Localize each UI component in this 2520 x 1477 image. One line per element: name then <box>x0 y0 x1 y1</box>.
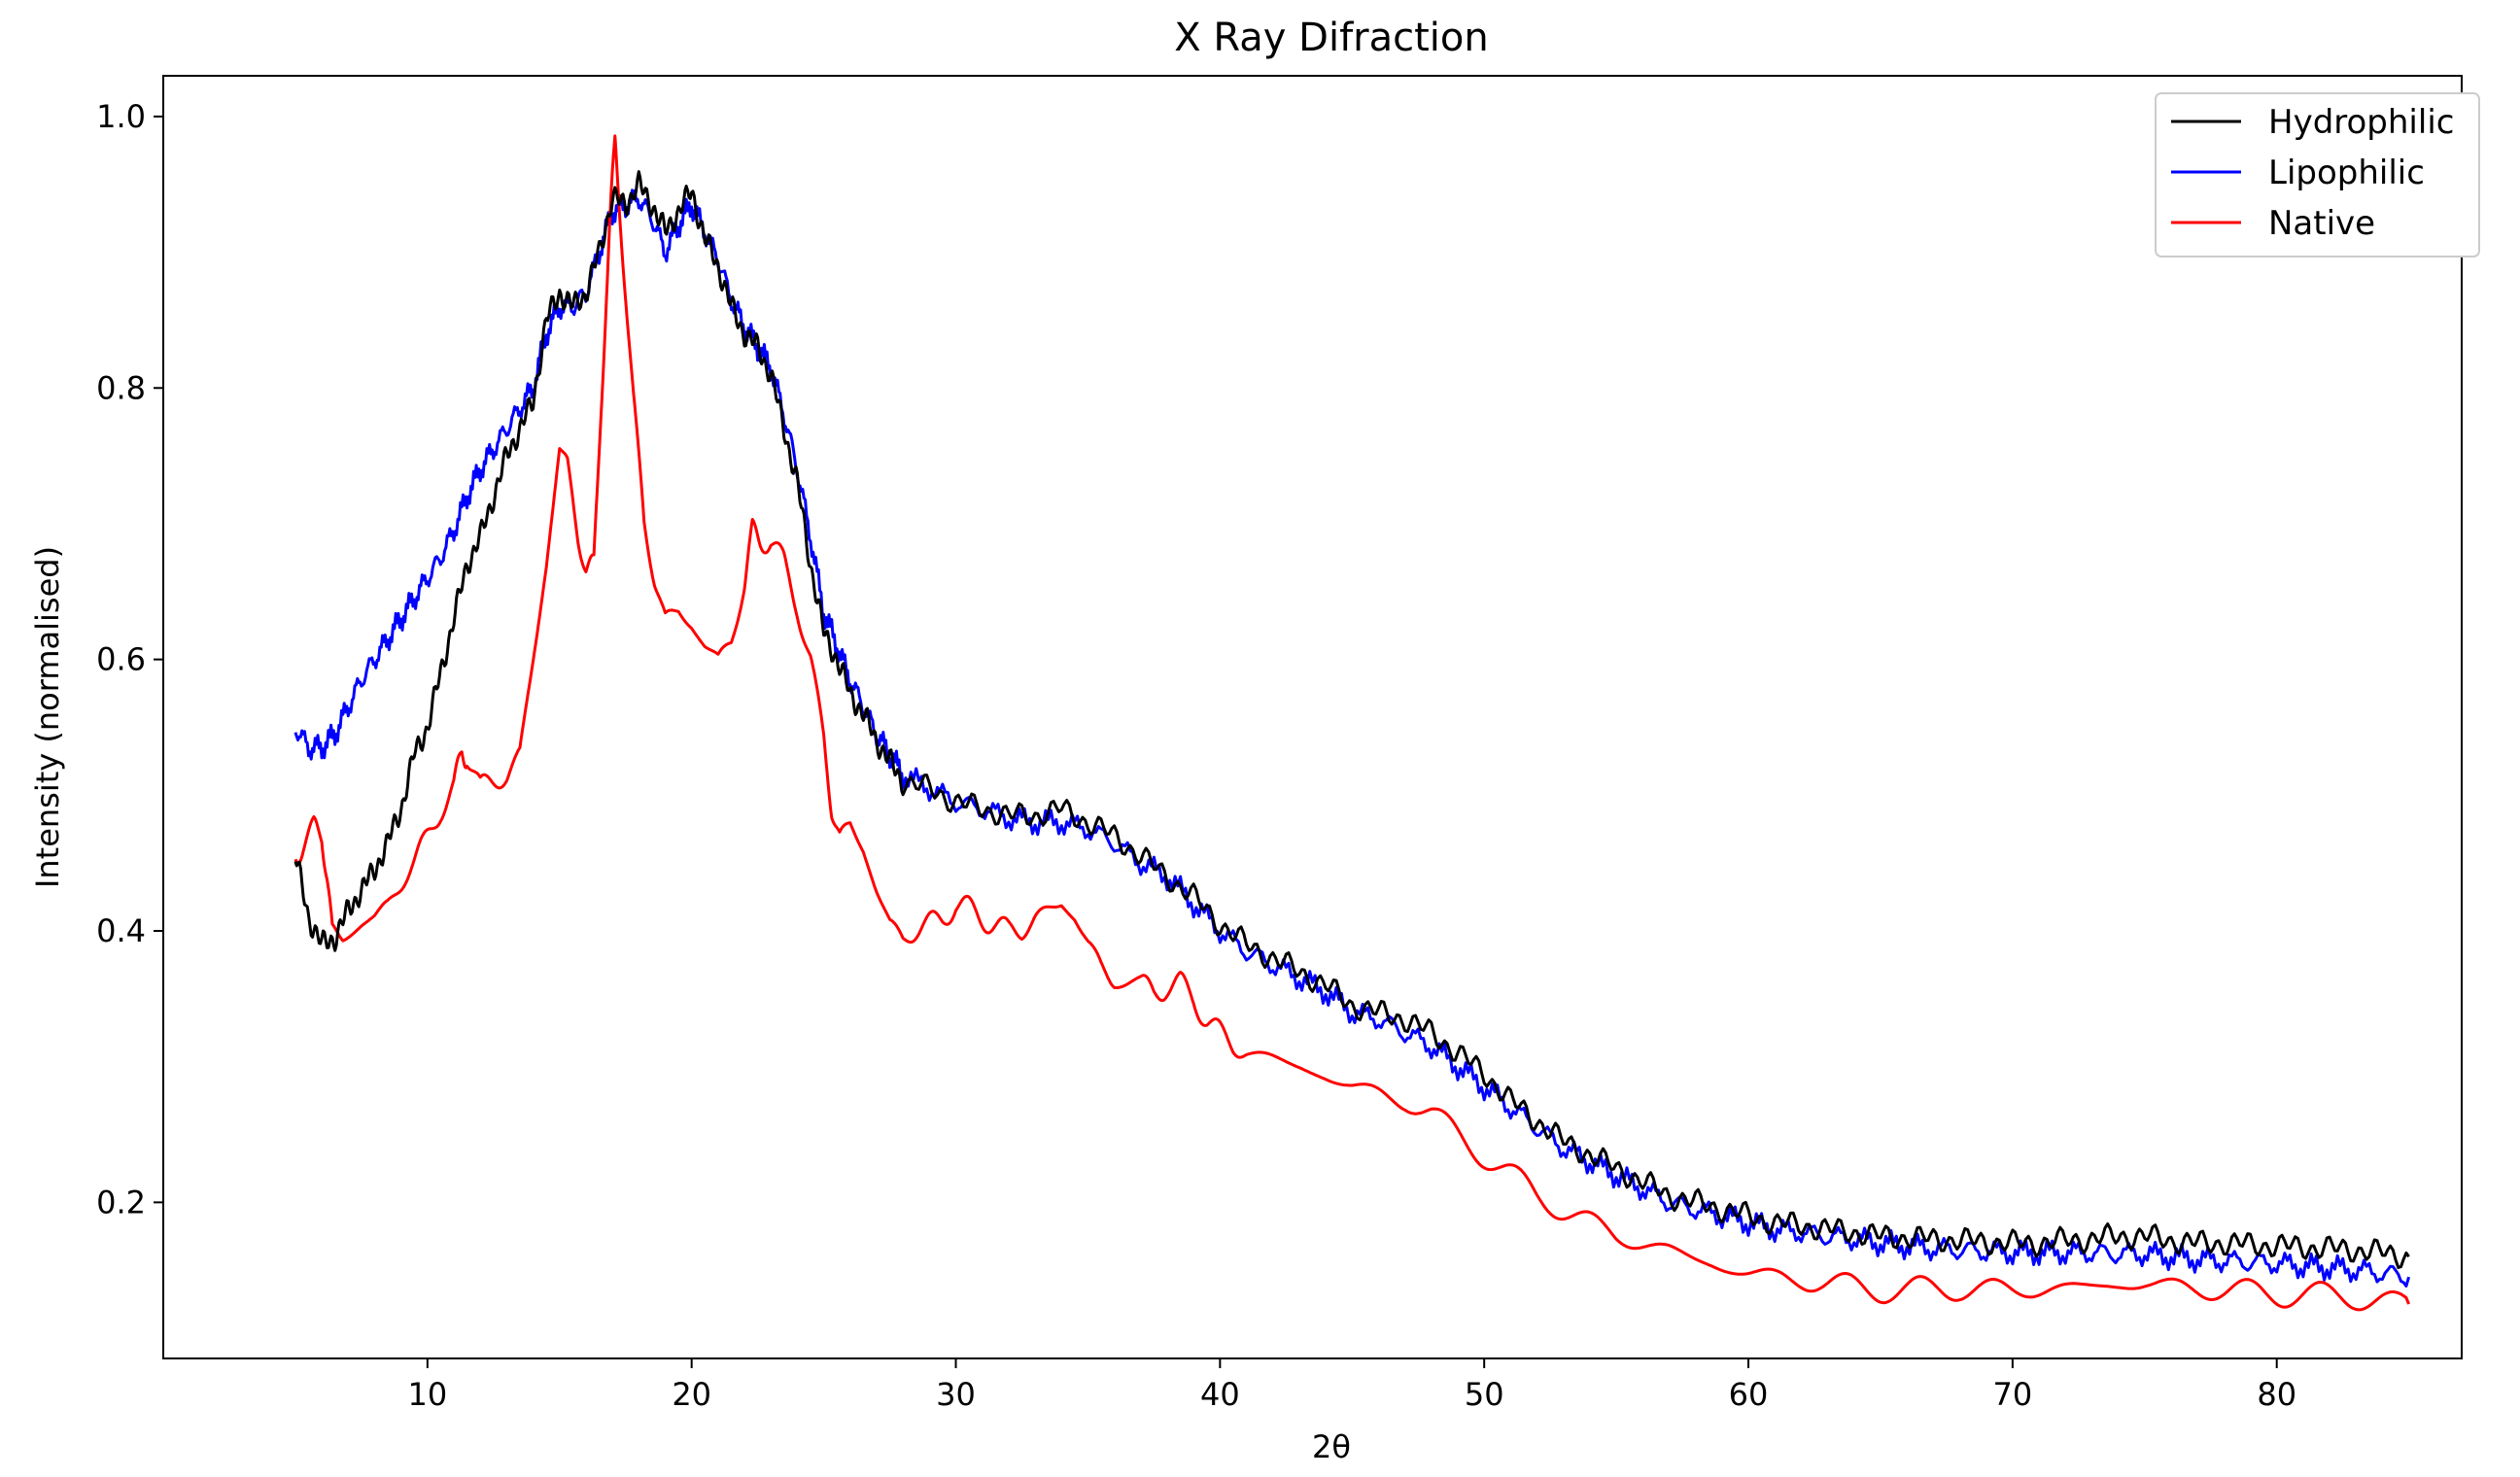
y-axis-title: Intensity (normalised) <box>29 546 66 888</box>
plot-area <box>162 75 2463 1359</box>
series-line-hydrophilic <box>293 170 2410 1269</box>
x-tick-label: 80 <box>2257 1376 2296 1413</box>
x-tick-label: 20 <box>672 1376 711 1413</box>
x-tick-label: 50 <box>1465 1376 1504 1413</box>
axis-ticks: 10 20 30 40 50 60 70 80 0.2 0.4 0.6 0.8 1.0 <box>96 98 2296 1413</box>
y-tick-label: 0.4 <box>96 912 146 949</box>
x-tick-label: 70 <box>1993 1376 2033 1413</box>
legend-label-lipophilic: Lipophilic <box>2268 154 2425 192</box>
x-tick-label: 40 <box>1200 1376 1240 1413</box>
y-tick-label: 1.0 <box>96 98 146 135</box>
y-tick-label: 0.8 <box>96 369 146 406</box>
series-line-native <box>293 134 2410 1312</box>
legend-label-hydrophilic: Hydrophilic <box>2268 103 2454 142</box>
legend-box <box>2155 92 2480 258</box>
y-tick-label: 0.6 <box>96 641 146 678</box>
x-axis-title: 2θ <box>1312 1428 1351 1465</box>
plot-lines <box>293 134 2411 1312</box>
x-tick-label: 60 <box>1729 1376 1769 1413</box>
legend: Hydrophilic Lipophilic Native <box>2155 92 2480 258</box>
y-tick-label: 0.2 <box>96 1184 146 1220</box>
x-tick-label: 10 <box>407 1376 447 1413</box>
series-line-lipophilic <box>293 189 2411 1288</box>
chart-title: X Ray Difraction <box>1174 16 1489 60</box>
x-tick-label: 30 <box>936 1376 976 1413</box>
legend-label-native: Native <box>2268 204 2375 243</box>
